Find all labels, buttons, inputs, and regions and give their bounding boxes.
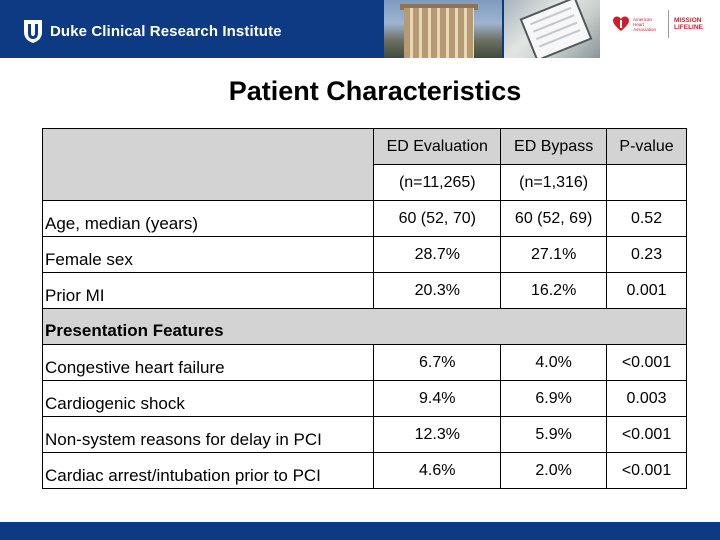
table-cell: <0.001 <box>606 452 687 489</box>
header-banner: Duke Clinical Research Institute America… <box>0 0 720 58</box>
hospital-building-photo <box>384 0 502 58</box>
table-cell: 6.7% <box>373 344 502 381</box>
table-row: Cardiogenic shock 9.4% 6.9% 0.003 <box>41 380 687 417</box>
table-row: Female sex 28.7% 27.1% 0.23 <box>41 236 687 273</box>
page-title: Patient Characteristics <box>228 76 522 106</box>
row-label: Non-system reasons for delay in PCI <box>45 429 322 449</box>
column-header: P-value <box>606 128 687 165</box>
column-header: ED Evaluation <box>373 128 502 165</box>
table-cell: 60 (52, 70) <box>373 200 502 237</box>
table-cell: 12.3% <box>373 416 502 453</box>
table-cell: 20.3% <box>373 272 502 309</box>
table-cell: 2.0% <box>500 452 608 489</box>
table-header-row: ED Evaluation ED Bypass P-value <box>41 128 687 165</box>
row-label: Cardiac arrest/intubation prior to PCI <box>45 465 321 485</box>
dcri-logo: Duke Clinical Research Institute <box>22 16 282 46</box>
sample-size-empty-cell <box>606 164 687 201</box>
heart-torch-icon <box>613 16 629 31</box>
tablet-photo <box>504 0 600 58</box>
table-cell: <0.001 <box>606 416 687 453</box>
table-cell: 4.0% <box>500 344 608 381</box>
table-row: Congestive heart failure 6.7% 4.0% <0.00… <box>41 344 687 381</box>
sample-size-cell: (n=11,265) <box>373 164 502 201</box>
table-cell: <0.001 <box>606 344 687 381</box>
column-header: ED Bypass <box>500 128 608 165</box>
table-cell: 0.003 <box>606 380 687 417</box>
table-cell: 5.9% <box>500 416 608 453</box>
section-header-row: Presentation Features <box>42 308 687 345</box>
table-row: Age, median (years) 60 (52, 70) 60 (52, … <box>41 200 687 237</box>
row-label: Prior MI <box>45 285 105 305</box>
row-label: Congestive heart failure <box>45 357 225 377</box>
sample-size-cell: (n=1,316) <box>500 164 608 201</box>
table-cell: 0.001 <box>606 272 687 309</box>
table-cell: 6.9% <box>500 380 608 417</box>
patient-characteristics-table: ED Evaluation ED Bypass P-value (n=11,26… <box>41 128 687 489</box>
row-label: Age, median (years) <box>45 213 199 233</box>
table-cell: 27.1% <box>500 236 608 273</box>
table-cell: 9.4% <box>373 380 502 417</box>
partner-name: American Heart Association <box>633 16 657 32</box>
table-cell: 0.23 <box>606 236 687 273</box>
table-row: Non-system reasons for delay in PCI 12.3… <box>41 416 687 453</box>
table-cell: 0.52 <box>606 200 687 237</box>
partner-program: MISSION LIFELINE <box>674 17 703 31</box>
table-cell: 4.6% <box>373 452 502 489</box>
table-cell: 28.7% <box>373 236 502 273</box>
table-cell: 60 (52, 69) <box>500 200 608 237</box>
sample-size-empty-cell <box>41 164 375 201</box>
duke-shield-icon <box>24 20 42 43</box>
section-label: Presentation Features <box>45 320 224 340</box>
partner-logo-panel: American Heart Association MISSION LIFEL… <box>600 0 720 58</box>
org-name: Duke Clinical Research Institute <box>50 22 282 40</box>
table-cell: 16.2% <box>500 272 608 309</box>
header-empty-cell <box>41 128 375 165</box>
table-row: Prior MI 20.3% 16.2% 0.001 <box>41 272 687 309</box>
footer-bar <box>0 522 720 540</box>
table-row: Cardiac arrest/intubation prior to PCI 4… <box>41 452 687 489</box>
sample-size-row: (n=11,265) (n=1,316) <box>41 164 687 201</box>
row-label: Female sex <box>45 249 133 269</box>
row-label: Cardiogenic shock <box>45 393 185 413</box>
